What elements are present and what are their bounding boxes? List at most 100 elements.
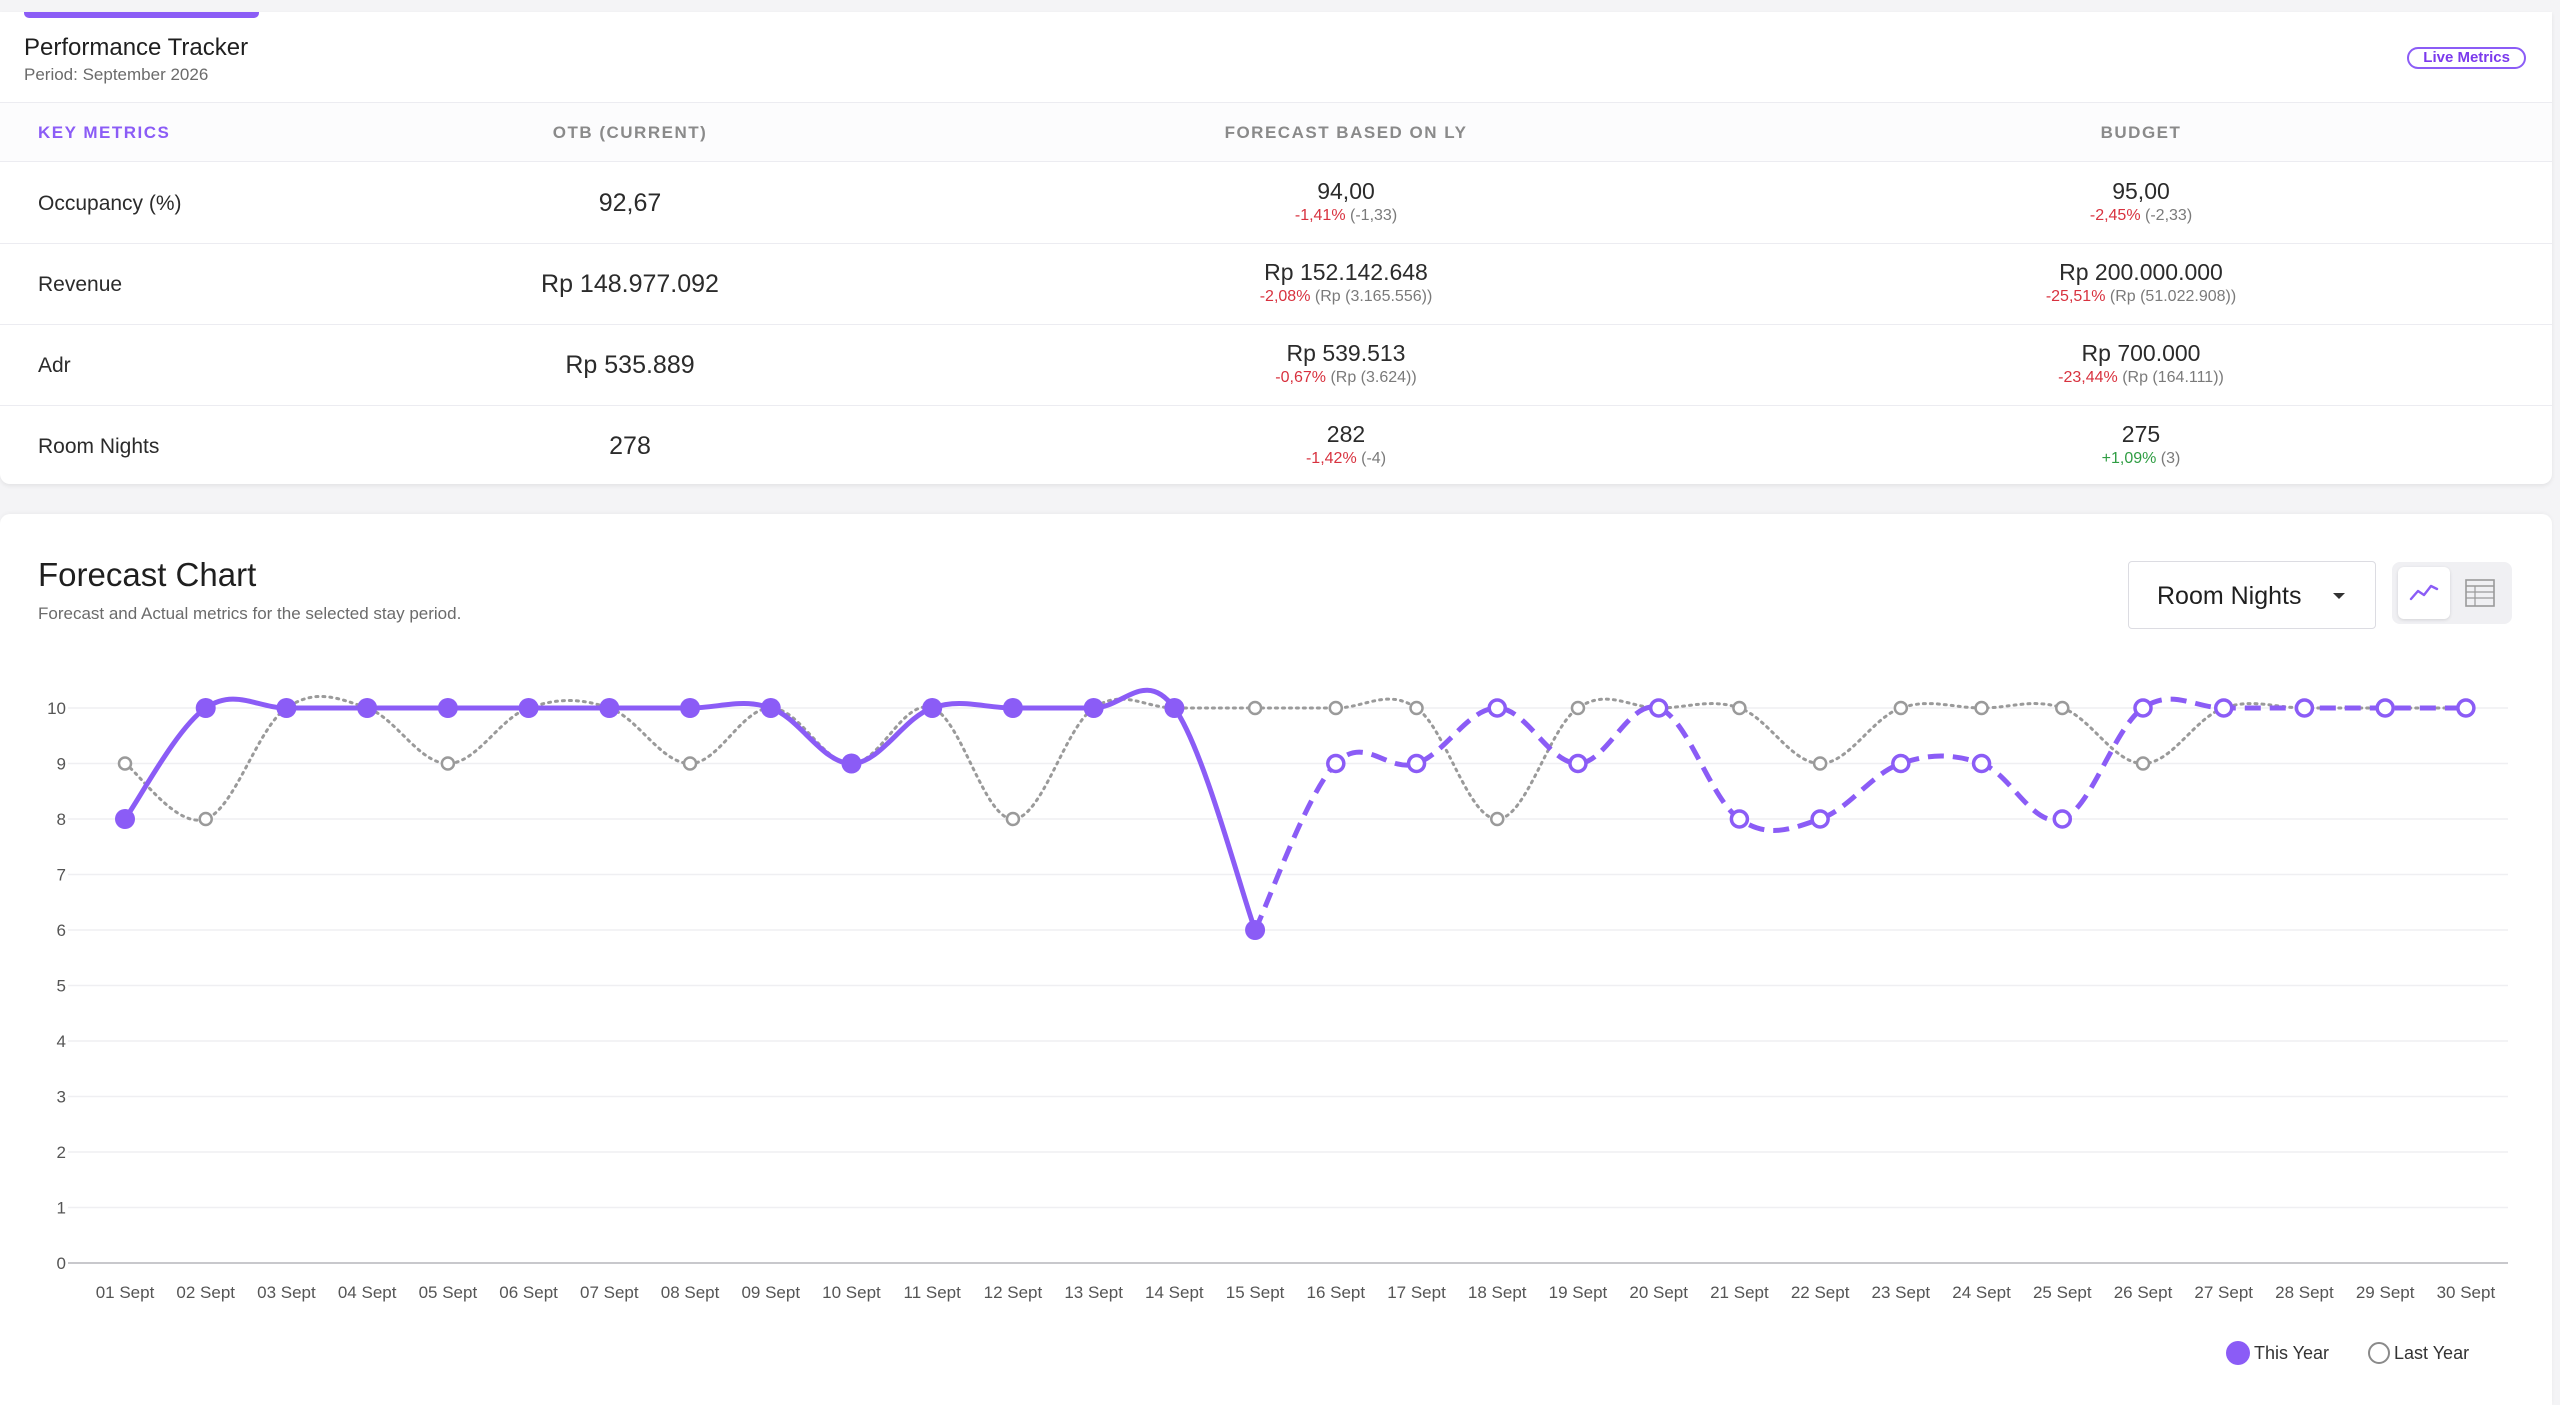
metric-select-value: Room Nights <box>2157 582 2302 610</box>
x-tick-label: 12 Sept <box>984 1283 1043 1302</box>
x-tick-label: 24 Sept <box>1952 1283 2011 1302</box>
x-tick-label: 15 Sept <box>1226 1283 1285 1302</box>
metric-label: Occupancy (%) <box>38 192 182 215</box>
this-year-point <box>599 698 620 718</box>
metric-forecast-diff: (Rp (3.165.556)) <box>1314 288 1433 305</box>
x-tick-label: 04 Sept <box>338 1283 397 1302</box>
x-tick-label: 26 Sept <box>2114 1283 2173 1302</box>
x-tick-label: 29 Sept <box>2356 1283 2415 1302</box>
metric-budget-diff: (3) <box>2160 450 2181 467</box>
this-year-forecast-point <box>2375 698 2395 718</box>
table-view-button[interactable] <box>2454 567 2506 619</box>
metric-otb-value: 92,67 <box>598 189 662 217</box>
this-year-forecast-point <box>1487 698 1507 718</box>
y-tick-label: 2 <box>57 1143 66 1162</box>
metric-budget-delta: -2,45% (-2,33) <box>2090 205 2192 227</box>
this-year-forecast-point <box>1326 753 1346 774</box>
legend-this-year-marker <box>2226 1341 2250 1365</box>
metric-select-dropdown[interactable]: Room Nights <box>2128 561 2376 629</box>
header-forecast: FORECAST BASED ON LY <box>1224 123 1468 142</box>
metric-budget-percent: -23,44% <box>2058 369 2118 386</box>
this-year-forecast-point <box>1891 753 1911 774</box>
this-year-forecast-point <box>1729 809 1750 829</box>
this-year-point <box>518 698 539 718</box>
this-year-forecast-point <box>2052 809 2073 829</box>
x-tick-label: 06 Sept <box>499 1283 558 1302</box>
table-view-icon <box>2465 579 2495 607</box>
metric-budget-value: Rp 200.000.000 <box>2059 259 2223 285</box>
this-year-forecast-point <box>1406 753 1427 774</box>
header-otb: OTB (CURRENT) <box>552 123 708 142</box>
last-year-point <box>682 756 698 771</box>
x-tick-label: 22 Sept <box>1791 1283 1850 1302</box>
this-year-forecast-point <box>1810 809 1830 829</box>
this-year-forecast-point <box>2133 698 2153 718</box>
metric-forecast-percent: -0,67% <box>1275 369 1326 386</box>
line-view-button[interactable] <box>2398 567 2450 619</box>
metric-budget-percent: -25,51% <box>2045 288 2106 305</box>
y-tick-label: 3 <box>57 1088 66 1107</box>
legend-last-year[interactable]: Last Year <box>2368 1340 2469 1366</box>
x-tick-label: 08 Sept <box>661 1283 720 1302</box>
metric-otb-value: 278 <box>609 432 651 460</box>
metric-otb-value: Rp 148.977.092 <box>541 270 719 298</box>
metric-forecast-percent: -1,41% <box>1294 207 1346 224</box>
tracker-accent-bar <box>24 12 259 18</box>
this-year-point <box>1245 920 1266 940</box>
this-year-point <box>276 698 297 718</box>
metric-forecast-value: 282 <box>1326 421 1366 447</box>
metric-label: Room Nights <box>38 435 160 458</box>
metric-label: Revenue <box>38 273 123 296</box>
last-year-point <box>1489 811 1505 827</box>
tracker-title: Performance Tracker <box>24 34 249 61</box>
metric-budget-cell: 275 +1,09% (3) <box>2102 420 2181 470</box>
this-year-forecast-point <box>1648 698 1669 718</box>
last-year-point <box>1893 700 1909 716</box>
this-year-forecast-point <box>2456 698 2476 718</box>
legend-this-year[interactable]: This Year <box>2226 1340 2329 1366</box>
this-year-point <box>115 809 135 829</box>
metric-forecast-delta: -1,42% (-4) <box>1306 448 1386 470</box>
last-year-point <box>117 756 133 771</box>
x-tick-label: 18 Sept <box>1468 1283 1527 1302</box>
chart-view-toggle <box>2392 562 2512 624</box>
x-tick-label: 19 Sept <box>1549 1283 1608 1302</box>
this-year-point <box>760 698 781 718</box>
forecast-chart-card: Forecast Chart Forecast and Actual metri… <box>0 514 2552 1405</box>
metric-label: Adr <box>38 354 71 377</box>
x-tick-label: 25 Sept <box>2033 1283 2092 1302</box>
x-tick-label: 13 Sept <box>1064 1283 1123 1302</box>
this-year-point <box>195 698 216 718</box>
line-chart-icon <box>2409 584 2439 601</box>
this-year-point <box>680 698 701 718</box>
y-tick-label: 8 <box>57 810 66 829</box>
metric-row: Occupancy (%) 92,67 94,00 -1,41% (-1,33) 95,… <box>0 163 2552 244</box>
metric-forecast-diff: (Rp (3.624)) <box>1330 369 1417 386</box>
metric-forecast-value: Rp 152.142.648 <box>1264 259 1428 285</box>
y-tick-label: 7 <box>57 866 66 885</box>
metrics-table-header: KEY METRICS OTB (CURRENT) FORECAST BASED… <box>0 102 2552 162</box>
metric-row: Room Nights 278 282 -1,42% (-4) 275 +1,09% (3… <box>0 406 2552 484</box>
metric-budget-percent: -2,45% <box>2089 207 2141 224</box>
x-tick-label: 10 Sept <box>822 1283 881 1302</box>
metric-row: Revenue Rp 148.977.092 Rp 152.142.648 -2,08… <box>0 244 2552 325</box>
metric-budget-value: Rp 700.000 <box>2081 340 2201 366</box>
x-tick-label: 11 Sept <box>904 1283 962 1302</box>
metric-budget-diff: (Rp (164.111)) <box>2122 369 2224 386</box>
x-tick-label: 14 Sept <box>1145 1283 1204 1302</box>
metric-forecast-cell: Rp 152.142.648 -2,08% (Rp (3.165.556)) <box>1260 258 1433 308</box>
last-year-point <box>1005 811 1021 827</box>
metric-forecast-cell: 94,00 -1,41% (-1,33) <box>1295 177 1397 227</box>
metric-budget-delta: -23,44% (Rp (164.111)) <box>2058 367 2224 389</box>
last-year-point <box>198 811 213 827</box>
this-year-forecast-point <box>2294 698 2315 718</box>
metric-forecast-delta: -0,67% (Rp (3.624)) <box>1275 367 1416 389</box>
y-tick-label: 6 <box>57 921 66 940</box>
last-year-point <box>1409 700 1424 716</box>
header-budget: BUDGET <box>2100 123 2182 142</box>
metric-budget-value: 275 <box>2121 421 2161 447</box>
metric-budget-delta: +1,09% (3) <box>2102 448 2181 470</box>
y-tick-label: 9 <box>57 755 66 774</box>
x-tick-label: 16 Sept <box>1306 1283 1365 1302</box>
y-tick-label: 0 <box>57 1254 66 1273</box>
